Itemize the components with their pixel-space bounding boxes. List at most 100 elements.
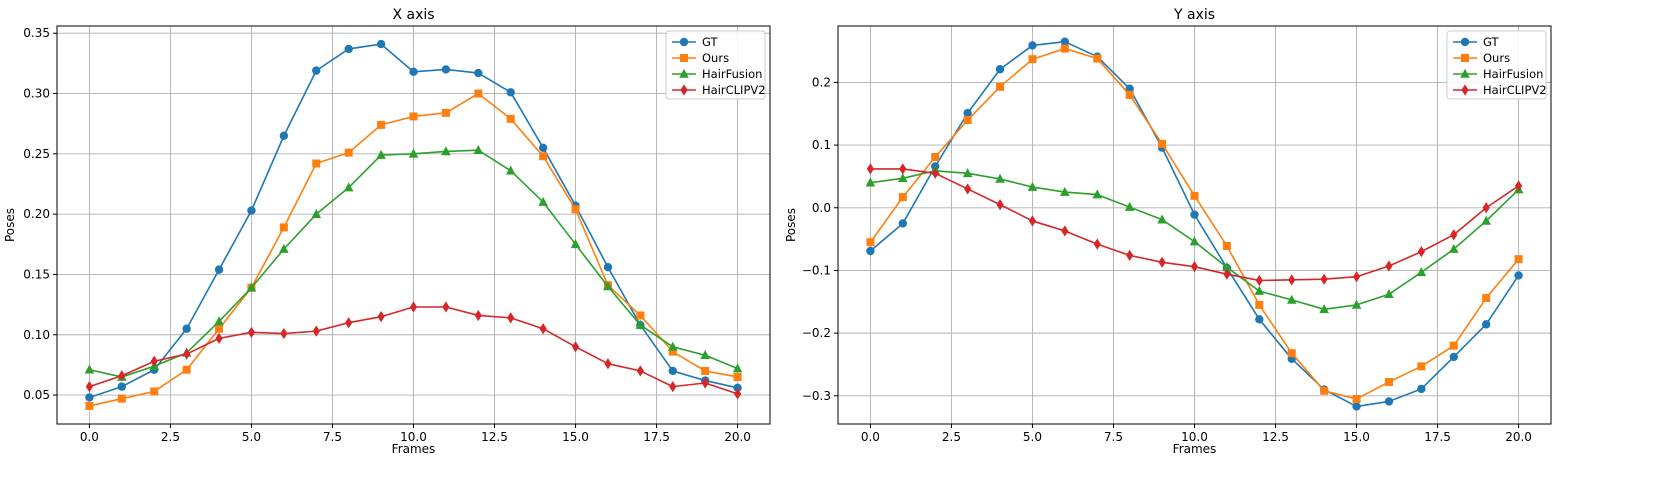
legend-label: Ours — [1483, 51, 1510, 65]
data-point — [539, 323, 547, 335]
x-tick-label: 0.0 — [80, 430, 99, 444]
data-point — [150, 355, 158, 367]
data-point — [1384, 378, 1393, 387]
data-point — [1222, 241, 1231, 250]
data-point — [280, 327, 288, 340]
data-point — [505, 165, 516, 175]
legend-label: HairFusion — [1483, 67, 1543, 81]
data-point — [995, 65, 1005, 74]
data-point — [1093, 54, 1102, 63]
data-point — [409, 301, 418, 313]
y-tick-label: −0.1 — [802, 263, 831, 277]
data-point — [1450, 229, 1458, 241]
y-axis-title: Poses — [3, 208, 17, 242]
data-point — [1481, 215, 1491, 225]
data-point — [866, 163, 875, 175]
diamond-marker-icon — [680, 84, 688, 96]
data-point — [538, 196, 548, 206]
series-hairclipv2 — [866, 163, 1523, 287]
data-point — [1223, 268, 1231, 280]
grid — [57, 26, 770, 424]
data-point — [214, 316, 224, 326]
data-point — [1514, 180, 1523, 192]
data-point — [1449, 352, 1458, 362]
data-point — [635, 319, 646, 329]
data-point — [963, 116, 972, 125]
data-point — [84, 364, 95, 374]
y-axis-title: Poses — [784, 208, 798, 242]
data-point — [1286, 294, 1297, 304]
data-point — [312, 159, 321, 168]
diamond-marker-icon — [1461, 84, 1469, 96]
data-point — [571, 341, 580, 353]
data-point — [343, 182, 354, 192]
data-point — [1222, 262, 1232, 272]
x-tick-label: 17.5 — [643, 430, 670, 444]
legend-label: HairCLIPV2 — [702, 83, 766, 97]
data-point — [1482, 294, 1491, 303]
x-tick-label: 0.0 — [861, 430, 880, 444]
data-point — [667, 341, 678, 351]
data-point — [182, 365, 191, 374]
data-point — [311, 208, 322, 218]
legend-entry-hairfusion: HairFusion — [672, 67, 762, 81]
legend-label: GT — [1483, 35, 1500, 49]
series-ours — [85, 89, 742, 410]
x-tick-label: 12.5 — [481, 430, 508, 444]
data-point — [1514, 255, 1523, 264]
data-point — [85, 393, 94, 402]
x-tick-label: 10.0 — [400, 430, 427, 444]
legend-entry-ours: Ours — [672, 51, 729, 65]
data-point — [1351, 299, 1362, 309]
data-point — [1416, 267, 1427, 277]
data-point — [474, 89, 483, 98]
x-axis-title: Frames — [1173, 442, 1217, 456]
data-point — [1125, 90, 1134, 99]
data-point — [701, 377, 709, 389]
data-point — [473, 145, 484, 155]
chart-panel-1: 0.0 2.5 5.0 7.5 10.0 12.5 15.0 17.5 20.0 0.05 0.10… — [3, 7, 771, 456]
data-point — [246, 282, 257, 292]
x-tick-label: 2.5 — [161, 430, 180, 444]
data-point — [441, 65, 451, 74]
data-point — [1190, 261, 1199, 273]
data-point — [441, 146, 451, 156]
y-tick-label: 0.25 — [23, 147, 50, 161]
legend-entry-hairfusion: HairFusion — [1453, 67, 1543, 81]
data-point — [1060, 44, 1069, 53]
x-tick-label: 20.0 — [1505, 430, 1532, 444]
data-point — [344, 148, 353, 157]
y-tick-label: 0.1 — [812, 138, 831, 152]
legend-entry-ours: Ours — [1453, 51, 1510, 65]
data-point — [1158, 256, 1166, 268]
data-point — [1060, 186, 1070, 196]
data-point — [377, 120, 386, 129]
data-point — [183, 348, 191, 360]
data-point — [377, 311, 385, 323]
x-tick-label: 12.5 — [1262, 430, 1289, 444]
data-point — [1384, 289, 1394, 299]
y-tick-label: 0.0 — [812, 201, 831, 215]
data-point — [1125, 84, 1134, 93]
data-point — [1384, 397, 1394, 406]
y-tick-label: −0.2 — [802, 326, 831, 340]
legend-label: HairCLIPV2 — [1483, 83, 1547, 97]
data-point — [669, 381, 677, 393]
data-point — [85, 401, 94, 410]
square-marker-icon — [1461, 54, 1469, 62]
data-point — [1482, 202, 1490, 214]
data-point — [1060, 37, 1070, 46]
data-point — [996, 82, 1005, 91]
x-tick-label: 7.5 — [323, 430, 342, 444]
data-point — [1093, 238, 1101, 250]
data-point — [1061, 225, 1069, 237]
triangle-marker-icon — [1460, 68, 1470, 78]
data-point — [1417, 246, 1425, 258]
data-point — [1126, 249, 1134, 261]
data-point — [668, 366, 677, 376]
data-point — [636, 311, 645, 320]
data-point — [214, 265, 224, 274]
data-point — [1028, 41, 1037, 50]
data-point — [898, 219, 908, 228]
